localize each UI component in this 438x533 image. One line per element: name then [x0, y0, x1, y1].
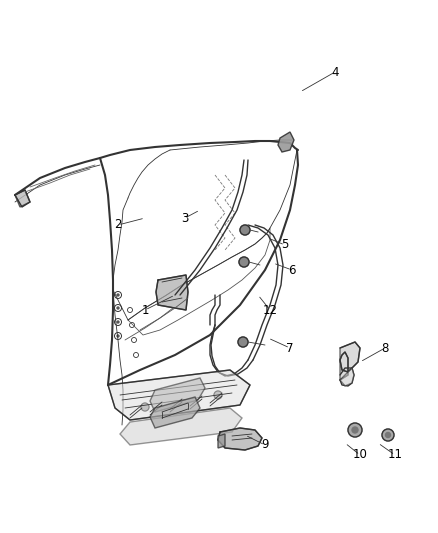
- Polygon shape: [156, 275, 188, 310]
- Polygon shape: [278, 132, 294, 152]
- Polygon shape: [150, 378, 205, 412]
- Text: 8: 8: [381, 342, 389, 354]
- Text: 11: 11: [388, 448, 403, 462]
- Text: 7: 7: [286, 342, 294, 354]
- Circle shape: [214, 391, 222, 399]
- Circle shape: [117, 321, 119, 323]
- Circle shape: [239, 257, 249, 267]
- Text: 2: 2: [114, 219, 122, 231]
- Text: 10: 10: [353, 448, 367, 462]
- Circle shape: [238, 337, 248, 347]
- Circle shape: [385, 432, 391, 438]
- Text: 9: 9: [261, 439, 269, 451]
- Polygon shape: [150, 397, 200, 428]
- Polygon shape: [218, 428, 262, 450]
- Text: 6: 6: [288, 263, 296, 277]
- Polygon shape: [340, 342, 360, 380]
- Circle shape: [382, 429, 394, 441]
- Circle shape: [348, 423, 362, 437]
- Circle shape: [352, 427, 358, 433]
- Text: 5: 5: [281, 238, 289, 252]
- Text: 3: 3: [181, 212, 189, 224]
- Text: 1: 1: [141, 303, 149, 317]
- Circle shape: [240, 225, 250, 235]
- Polygon shape: [120, 408, 242, 445]
- Polygon shape: [108, 370, 250, 420]
- Circle shape: [117, 294, 119, 296]
- Polygon shape: [15, 190, 30, 207]
- Polygon shape: [340, 368, 354, 386]
- Circle shape: [117, 307, 119, 309]
- Text: 4: 4: [331, 66, 339, 78]
- Circle shape: [141, 403, 149, 411]
- Text: 12: 12: [262, 303, 278, 317]
- Polygon shape: [218, 434, 225, 448]
- Circle shape: [117, 335, 119, 337]
